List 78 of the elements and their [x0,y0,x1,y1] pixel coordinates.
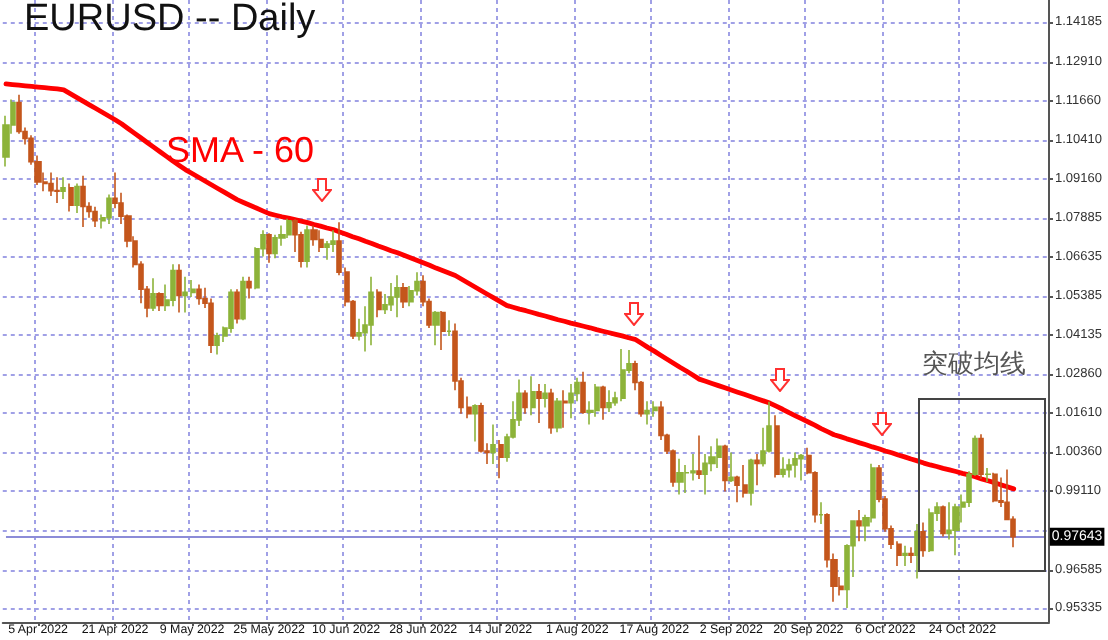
candlestick [376,288,382,319]
candlestick [594,383,600,418]
candlestick [246,275,252,300]
candlestick [330,229,336,253]
candlestick [74,182,80,214]
candlestick [940,504,946,538]
candlestick [446,319,452,337]
candlestick [786,457,792,479]
candlestick [156,291,164,312]
candlestick [606,389,612,413]
candlestick [400,282,408,309]
candlestick [928,507,934,553]
candlestick [214,331,220,356]
candlestick [716,437,722,469]
candlestick [490,423,496,465]
candlestick [304,224,310,269]
candlestick [652,400,658,418]
series-label: SMA - 60 [166,130,315,170]
candlestick [722,443,728,493]
candlestick [228,288,234,334]
candlestick [92,206,98,228]
candlestick [742,464,748,499]
candlestick [728,451,734,483]
candlestick [984,467,992,483]
candlestick [792,451,798,479]
candlestick [908,546,914,564]
candlestick [920,521,926,558]
candlestick [536,383,542,424]
candlestick [798,453,804,482]
candlestick [432,310,440,347]
candlestick [562,389,568,429]
candlestick [388,282,394,312]
candlestick [992,471,998,504]
candlestick [182,275,188,314]
candlestick [394,274,400,319]
candlestick [196,283,202,306]
candlestick [240,275,246,322]
candlestick [568,383,574,420]
candlestick [748,457,754,507]
candlestick [176,263,182,314]
candlestick [676,457,684,496]
candlestick [856,509,862,542]
candlestick [978,433,984,480]
candlestick [702,453,708,496]
candlestick [234,288,240,325]
chart-title: EURUSD -- Daily [24,0,317,40]
candlestick [80,174,86,228]
candlestick [542,383,548,409]
candlestick [580,370,586,415]
candlestick [818,501,824,525]
candlestick [170,263,176,308]
annotation: 突破均线 [922,350,1026,380]
candlestick [644,400,650,426]
candlestick [266,232,272,264]
candlestick [780,456,786,479]
candlestick [774,414,780,479]
candlestick [600,384,606,421]
candlestick [498,439,504,480]
candlestick [696,434,702,480]
candlestick [440,310,446,351]
candlestick [150,277,156,312]
candlestick [620,348,626,402]
candlestick [554,397,562,434]
candlestick [368,275,374,347]
candlestick [902,545,908,567]
candlestick [60,176,66,200]
candlestick [68,182,74,213]
candlestick [54,176,60,204]
candlestick [48,171,54,197]
candlestick [310,224,318,247]
candlestick [286,217,292,239]
candlestick [754,453,760,486]
candlestick [522,389,528,415]
candlestick [530,375,536,416]
candlestick [472,403,478,443]
candlestick [318,229,324,253]
candlestick [106,193,112,225]
candlestick [548,387,554,435]
